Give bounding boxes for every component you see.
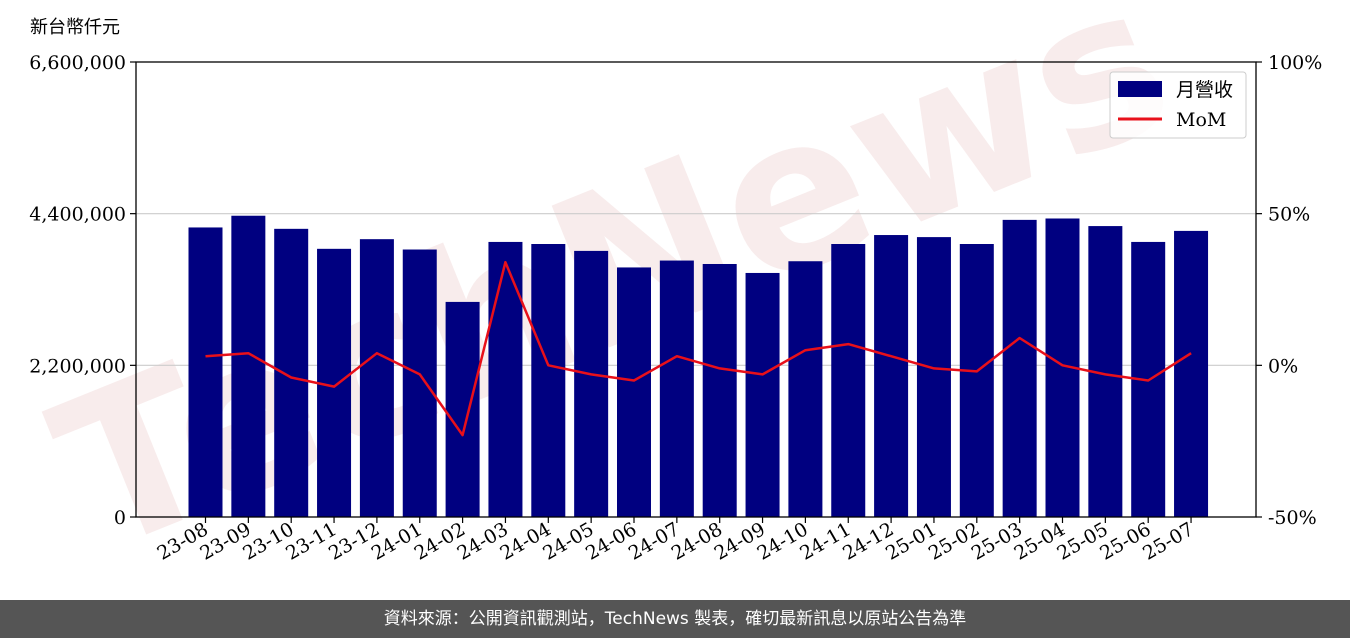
legend-label-mom: MoM [1176, 109, 1226, 131]
right-tick-label: -50% [1268, 507, 1317, 529]
source-footer: 資料來源：公開資訊觀測站，TechNews 製表，確切最新訊息以原站公告為準 [0, 600, 1350, 638]
left-tick-label: 4,400,000 [29, 204, 126, 226]
left-tick-label: 2,200,000 [29, 355, 126, 377]
revenue-bar [231, 215, 266, 517]
revenue-bar [1002, 219, 1037, 517]
left-tick-label: 0 [114, 507, 126, 529]
revenue-bar [188, 227, 223, 518]
mom-line [205, 260, 1192, 437]
right-tick-label: 100% [1268, 52, 1322, 74]
revenue-bar [745, 272, 780, 517]
revenue-bar [531, 244, 566, 517]
legend-label-revenue: 月營收 [1176, 79, 1233, 101]
revenue-bar [617, 267, 651, 517]
right-tick-label: 0% [1268, 355, 1298, 377]
revenue-bar [831, 244, 866, 517]
revenue-mom-chart: TechNews 02,200,0004,400,0006,600,000-50… [25, 0, 1322, 600]
plot-frame [135, 61, 1257, 518]
revenue-bar [488, 241, 523, 517]
left-tick-label: 6,600,000 [29, 52, 126, 74]
revenue-bar [659, 260, 694, 517]
right-tick-label: 50% [1268, 204, 1310, 226]
revenue-bar [874, 235, 909, 517]
revenue-bar [959, 244, 994, 517]
x-tick-label: 25-07 [1139, 518, 1197, 564]
legend-swatch-revenue [1118, 81, 1162, 97]
chart-area: TechNews 0 2,200,000 4,400,000 6,600,000 -50… [25, 0, 1322, 600]
revenue-bar [574, 250, 609, 518]
revenue-bar [359, 239, 394, 517]
revenue-bar [788, 261, 823, 517]
revenue-bar [402, 249, 437, 518]
revenue-bar [445, 301, 480, 517]
revenue-bar [702, 263, 737, 517]
y-axis-unit-label: 新台幣仟元 [30, 17, 120, 38]
revenue-bar [274, 228, 309, 518]
revenue-bar [1174, 230, 1209, 517]
revenue-bar [916, 237, 951, 517]
source-text: 資料來源：公開資訊觀測站，TechNews 製表，確切最新訊息以原站公告為準 [383, 609, 967, 629]
